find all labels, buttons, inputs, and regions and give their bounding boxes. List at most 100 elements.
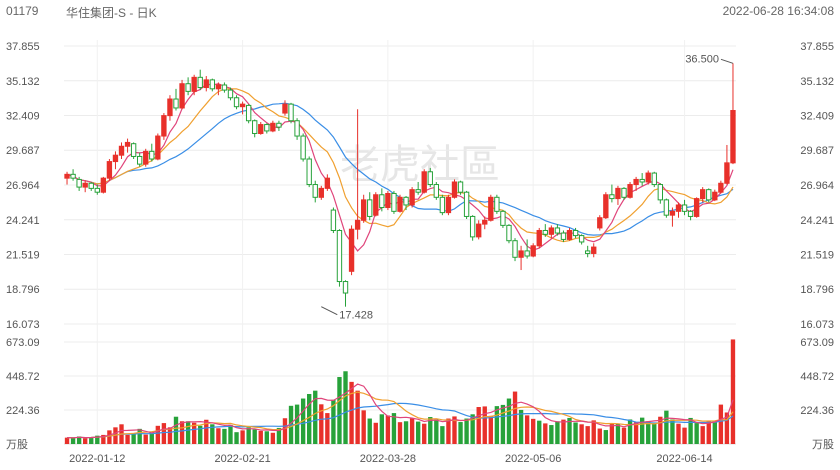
candle-body — [185, 83, 191, 92]
volume-bar — [470, 414, 475, 444]
candle-body — [294, 120, 300, 137]
candle-body — [403, 196, 409, 206]
volume-bar — [676, 423, 681, 444]
candle-body — [112, 154, 119, 163]
candle-body — [457, 181, 464, 193]
candle-body — [373, 194, 379, 216]
volume-bar — [367, 418, 372, 444]
volume-bar — [216, 428, 221, 444]
candle-body — [324, 177, 331, 189]
candle-body — [651, 172, 657, 186]
volume-bar — [422, 423, 427, 444]
volume-bar — [313, 390, 318, 444]
candle-body — [445, 196, 452, 214]
candle-body — [282, 103, 288, 114]
price-tick-label-right: 29.687 — [800, 145, 834, 157]
volume-ma20-line — [66, 402, 734, 439]
candle-body — [252, 120, 258, 134]
volume-bar — [276, 427, 282, 444]
candle-body — [227, 89, 234, 99]
volume-bar — [482, 406, 487, 444]
ma10-line — [66, 88, 734, 243]
volume-averages — [66, 383, 734, 439]
candle-body — [530, 245, 536, 257]
volume-bar — [143, 434, 148, 444]
volume-bar — [149, 432, 154, 444]
stock-code: 01179 — [6, 4, 39, 18]
volume-bar — [700, 426, 705, 444]
volume-bar — [131, 433, 136, 444]
volume-bar — [434, 419, 439, 444]
volume-bar — [76, 436, 82, 444]
watermark-text: 老虎社區 — [340, 142, 500, 188]
candle-body — [597, 217, 603, 229]
candle-body — [239, 103, 246, 108]
candle-body — [155, 135, 161, 160]
candle-body — [451, 181, 458, 198]
candle-body — [657, 184, 664, 201]
volume-bar — [549, 425, 554, 444]
volume-bar — [706, 420, 711, 444]
candle-body — [724, 162, 730, 184]
volume-bar — [222, 428, 227, 444]
candle-body — [245, 104, 252, 122]
candle-body — [512, 240, 518, 258]
volume-bar — [664, 410, 669, 444]
candle-body — [179, 83, 185, 109]
candle-body — [591, 246, 597, 254]
candle-body — [270, 122, 276, 132]
price-tick-label-right: 26.964 — [800, 180, 834, 192]
candle-body — [130, 143, 137, 157]
volume-bar — [379, 414, 385, 444]
volume-bar — [561, 419, 566, 444]
candle-body — [469, 215, 476, 238]
volume-bar — [210, 424, 215, 444]
volume-bar — [391, 413, 397, 444]
volume-bar — [621, 427, 627, 444]
candle-body — [173, 98, 179, 109]
candle-body — [482, 219, 488, 225]
volume-tick-label-right: 万股 — [812, 438, 834, 451]
candle-body — [687, 210, 694, 217]
candle-body — [367, 199, 373, 217]
volume-bar — [155, 425, 161, 444]
volume-bar — [343, 371, 348, 444]
volume-bar — [500, 404, 506, 444]
candle-body — [336, 229, 343, 283]
volume-bar — [282, 418, 288, 444]
candle-body — [560, 232, 567, 240]
candle-body — [621, 187, 627, 198]
volume-bar — [191, 422, 197, 444]
candle-body — [143, 150, 149, 165]
volume-bar — [670, 419, 675, 444]
volume-bar — [555, 421, 560, 444]
volume-tick-label-left: 224.36 — [6, 405, 40, 417]
candle-body — [391, 192, 397, 212]
volume-bar — [506, 398, 512, 444]
candle-body — [348, 228, 355, 272]
candle-body — [633, 178, 639, 186]
volume-bar — [361, 410, 366, 444]
volume-bar — [228, 424, 233, 444]
volume-bar — [518, 409, 524, 444]
price-tick-label-left: 32.409 — [6, 111, 40, 123]
price-tick-label-right: 16.073 — [800, 319, 834, 331]
quote-timestamp: 2022-06-28 16:34:08 — [722, 4, 834, 18]
date-tick-label: 2022-02-21 — [214, 453, 270, 465]
candle-body — [639, 178, 645, 183]
volume-bar — [694, 423, 699, 444]
volume-bar — [615, 423, 621, 444]
volume-bar — [167, 427, 173, 444]
candle-body — [572, 229, 579, 237]
date-tick-label: 2022-06-14 — [656, 453, 712, 465]
volume-bar — [337, 377, 342, 444]
volume-tick-label-left: 448.72 — [6, 371, 40, 383]
price-tick-label-left: 37.855 — [6, 41, 40, 53]
volume-bar — [246, 427, 251, 444]
volume-bar — [173, 416, 179, 444]
volume-bar — [101, 434, 106, 444]
price-tick-label-right: 32.409 — [800, 111, 834, 123]
price-tick-label-left: 21.519 — [6, 249, 40, 261]
candle-body — [706, 189, 712, 201]
candle-body — [463, 191, 470, 217]
